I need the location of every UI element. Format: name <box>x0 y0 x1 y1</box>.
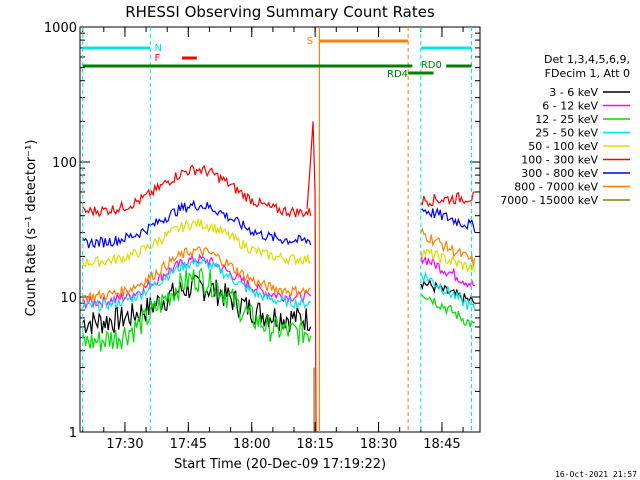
y-tick-label: 10 <box>60 291 77 306</box>
x-axis-label: Start Time (20-Dec-09 17:19:22) <box>174 457 386 472</box>
legend-label: 12 - 25 keV <box>535 113 598 126</box>
timestamp: 16-Oct-2021 21:57 <box>555 470 637 479</box>
series-5-post <box>420 191 475 208</box>
x-tick-label: 18:00 <box>233 437 270 452</box>
flag-label-s: S <box>307 36 313 47</box>
chart-title: RHESSI Observing Summary Count Rates <box>125 3 435 21</box>
legend-title-2: FDecim 1, Att 0 <box>545 67 630 80</box>
legend-label: 7000 - 15000 keV <box>500 194 598 207</box>
x-tick-label: 18:15 <box>296 437 333 452</box>
flare-spike <box>306 121 317 432</box>
series-3-pre <box>82 258 311 312</box>
flag-label-n: N <box>155 43 162 54</box>
series-3-post <box>420 270 476 312</box>
x-tick-label: 17:30 <box>106 437 143 452</box>
series-7-post <box>420 227 476 266</box>
y-axis-label: Count Rate (s⁻¹ detector⁻¹) <box>24 140 39 317</box>
flag-label-rd0: RD0 <box>421 60 442 71</box>
series-1-post <box>420 251 475 289</box>
series-0-post <box>420 278 476 304</box>
y-tick-label: 100 <box>52 156 77 171</box>
plot-area: 1 10 100 1000 17:30 17:45 18:00 18:15 18:30 18:45… <box>44 21 481 452</box>
series-6-pre <box>82 199 312 249</box>
series-0-pre <box>82 274 312 335</box>
x-tick-label: 17:45 <box>170 437 207 452</box>
legend-label: 6 - 12 keV <box>542 100 598 113</box>
x-tick-label: 18:30 <box>360 437 397 452</box>
series-2-pre <box>82 267 312 352</box>
flag-label-f: F <box>155 53 161 64</box>
series-7-pre <box>82 246 311 304</box>
legend-label: 3 - 6 keV <box>549 86 598 99</box>
y-tick-label: 1000 <box>44 21 77 36</box>
x-tick-label: 18:45 <box>423 437 460 452</box>
data-curves <box>82 121 476 432</box>
series-2-post <box>420 293 476 328</box>
legend-label: 100 - 300 keV <box>521 154 598 167</box>
legend-title-1: Det 1,3,4,5,6,9, <box>544 53 630 66</box>
legend-label: 300 - 800 keV <box>521 167 598 180</box>
legend-label: 50 - 100 keV <box>528 140 598 153</box>
series-5-pre <box>82 164 312 218</box>
series-4-post <box>420 248 476 273</box>
legend-label: 800 - 7000 keV <box>514 181 598 194</box>
plot-frame <box>79 26 481 433</box>
series-6-post <box>420 207 476 233</box>
series-4-pre <box>82 218 312 268</box>
y-tick-label: 1 <box>69 426 77 441</box>
flag-label-rd4: RD4 <box>387 69 408 80</box>
legend-label: 25 - 50 keV <box>535 127 598 140</box>
